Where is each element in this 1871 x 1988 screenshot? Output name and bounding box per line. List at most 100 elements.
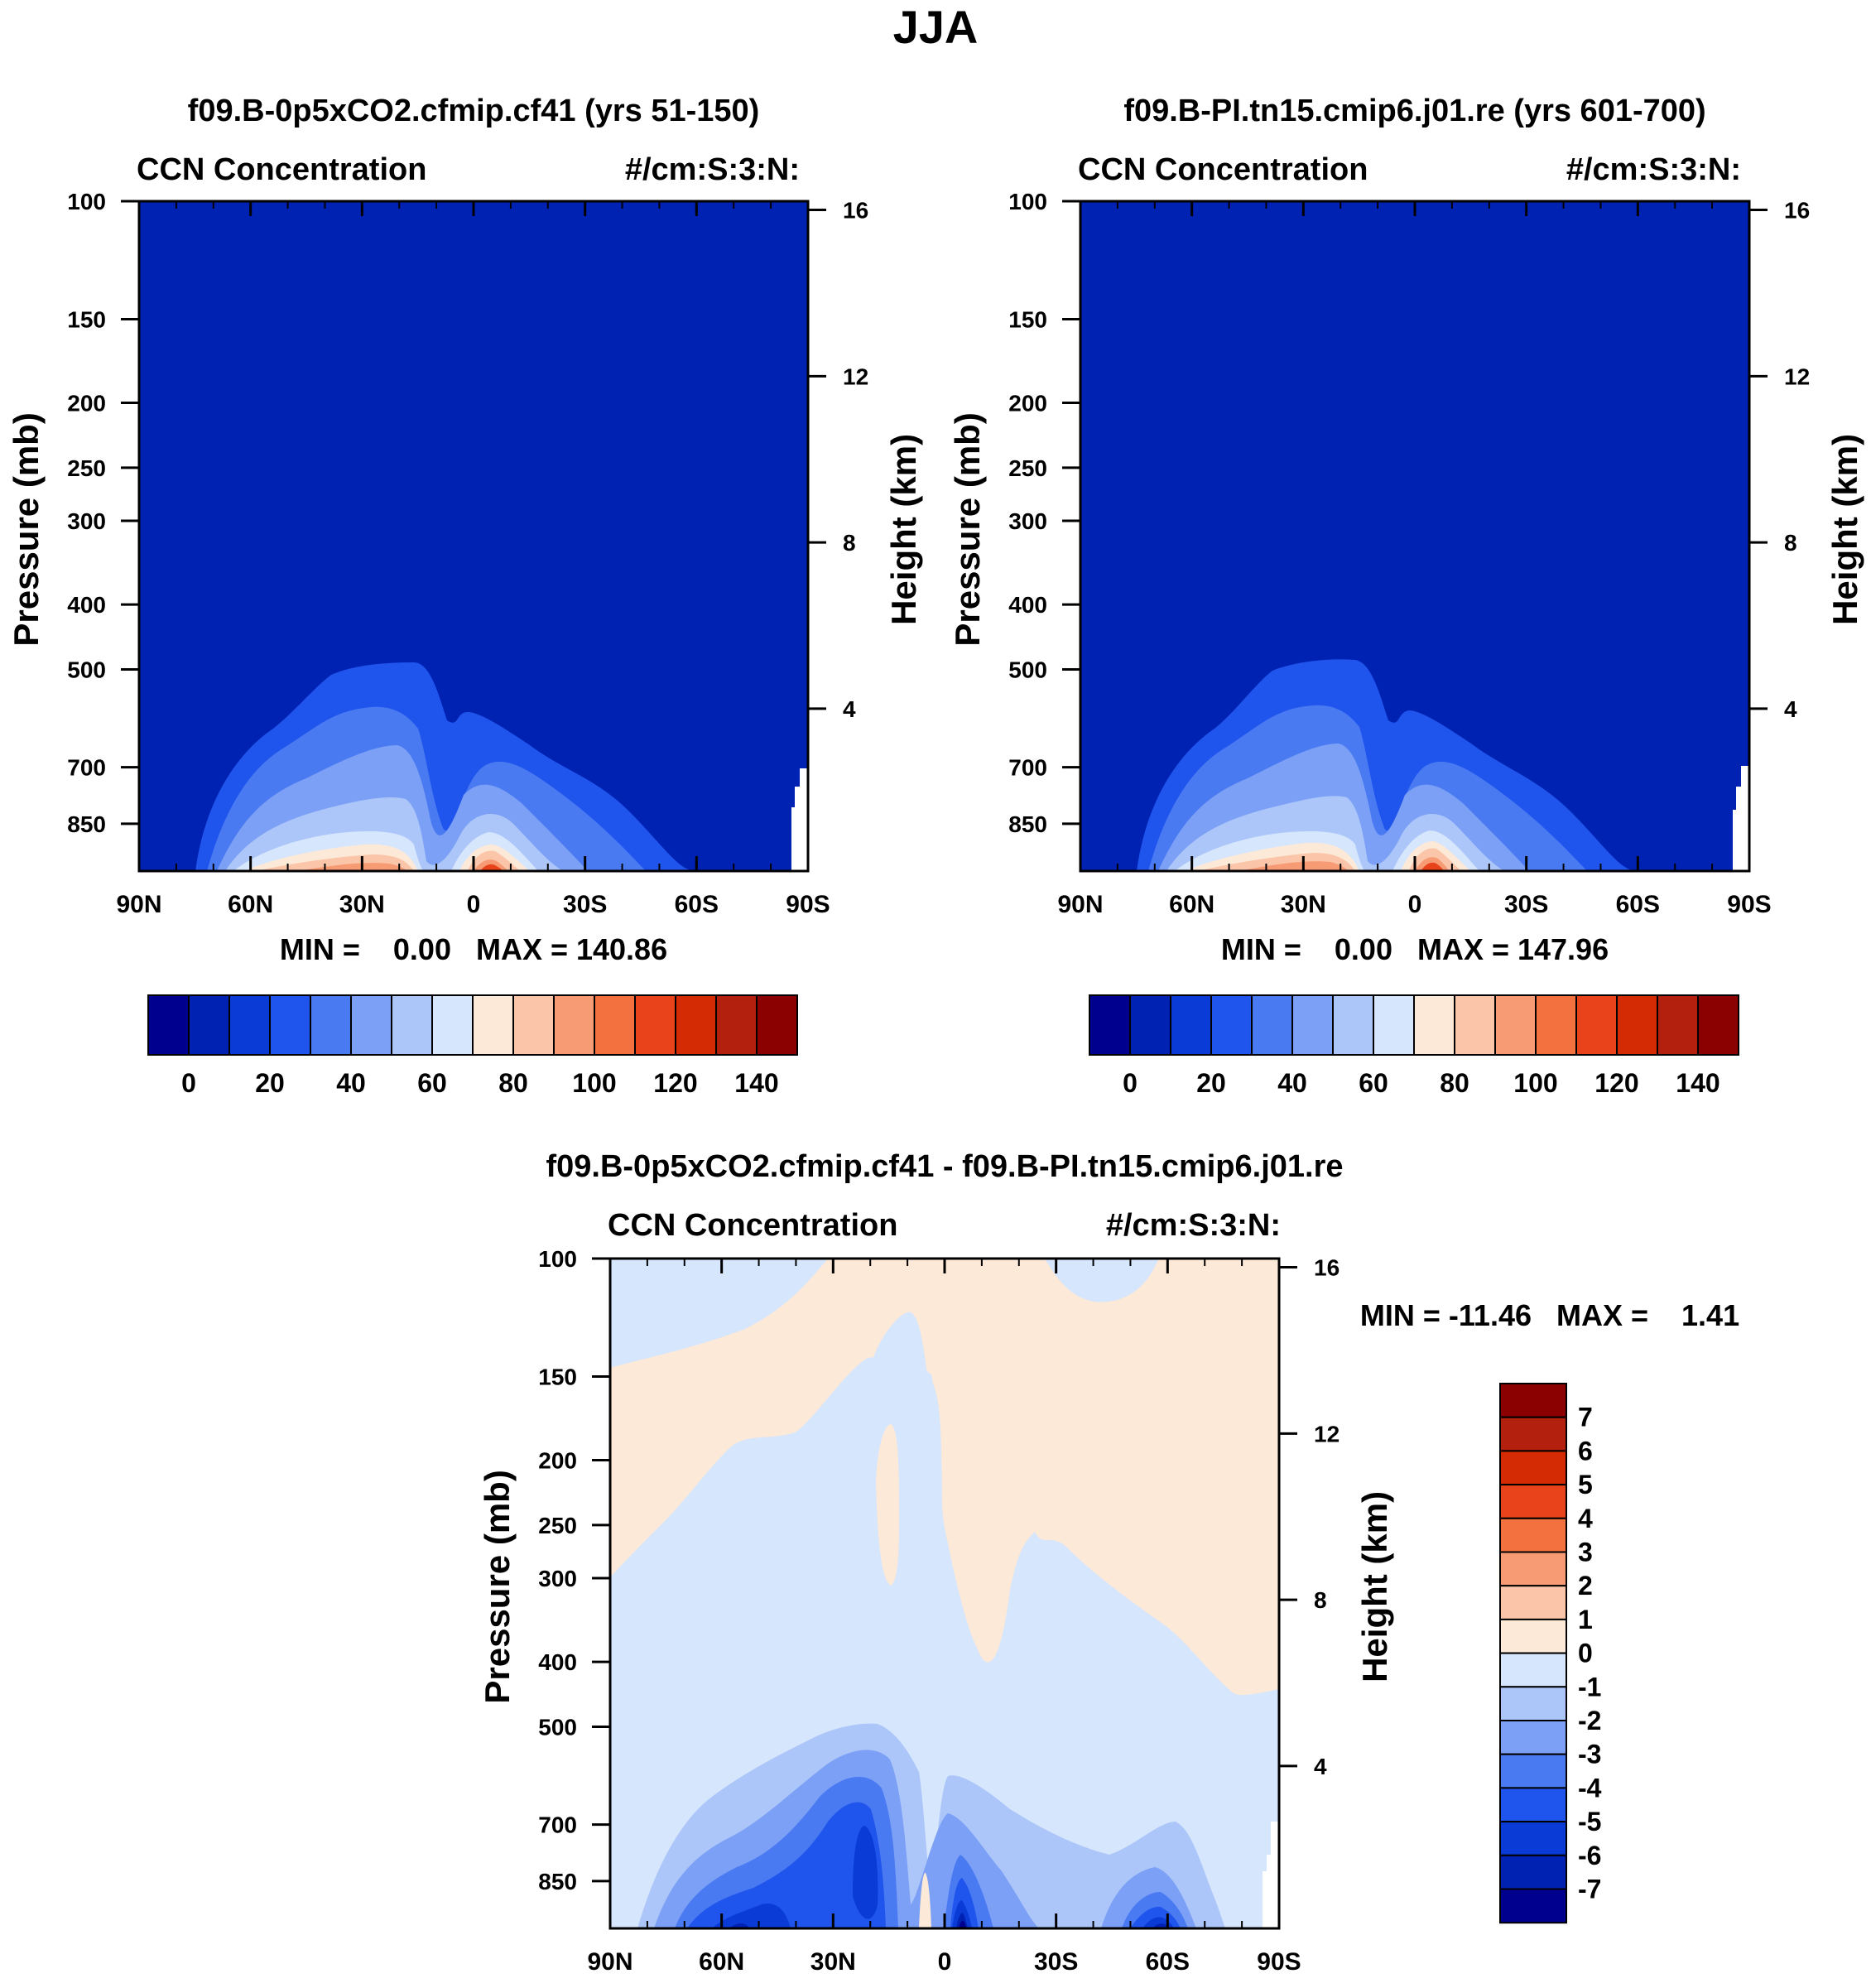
figure-title: JJA <box>893 1 979 53</box>
positive-strip-equator <box>919 1872 931 1928</box>
colorbar-swatch <box>1616 994 1658 1056</box>
colorbar-label: 5 <box>1578 1470 1593 1499</box>
y-tick-label: 500 <box>538 1714 577 1740</box>
colorbar-label: 7 <box>1578 1403 1593 1432</box>
contour-level-neg7 <box>959 1920 966 1928</box>
y-right-axis-title: Height (km) <box>1355 1491 1394 1682</box>
x-tick-label: 0 <box>467 891 481 918</box>
panel-a-title: f09.B-0p5xCO2.cfmip.cf41 (yrs 51-150) <box>188 94 760 128</box>
colorbar-swatch <box>1210 994 1253 1056</box>
colorbar-swatch <box>1499 1416 1567 1452</box>
colorbar-swatch <box>1697 994 1739 1056</box>
y-tick-label: 200 <box>538 1448 577 1474</box>
missing-data-region <box>791 768 808 871</box>
missing-data-region <box>1733 766 1749 871</box>
colorbar-swatch <box>1499 1686 1567 1722</box>
colorbar-label: 40 <box>336 1068 366 1098</box>
colorbar-label: 80 <box>498 1068 528 1098</box>
colorbar-label: -3 <box>1578 1740 1601 1769</box>
colorbar-label: -2 <box>1578 1706 1601 1735</box>
y-tick-label: 700 <box>538 1812 577 1838</box>
y-tick-label: 850 <box>1008 811 1047 837</box>
y-axis-title: Pressure (mb) <box>948 412 987 646</box>
x-tick-label: 0 <box>938 1948 952 1976</box>
y-tick-label: 100 <box>538 1246 577 1272</box>
panel-c-field <box>610 1259 1279 1928</box>
colorbar-swatch <box>1575 994 1618 1056</box>
y-tick-label: 150 <box>538 1364 577 1389</box>
colorbar-label: 60 <box>417 1068 447 1098</box>
colorbar-label: 140 <box>1676 1068 1719 1098</box>
x-tick-label: 60S <box>1146 1948 1190 1976</box>
colorbar-label: 40 <box>1277 1068 1307 1098</box>
x-tick-label: 30S <box>1034 1948 1078 1976</box>
y-right-tick-label: 4 <box>1314 1754 1327 1779</box>
y-tick-label: 700 <box>67 755 106 781</box>
colorbar-swatch <box>431 994 474 1056</box>
y-tick-label: 300 <box>538 1566 577 1591</box>
y-right-tick-label: 4 <box>843 696 856 722</box>
colorbar-label: -6 <box>1578 1841 1601 1870</box>
panel-b-colorbar: 0 20 40 60 80 100 120 140 <box>1089 994 1739 1098</box>
panel-difference: f09.B-0p5xCO2.cfmip.cf41 - f09.B-PI.tn15… <box>478 1149 1739 1976</box>
colorbar-label: 20 <box>1196 1068 1226 1098</box>
x-tick-label: 90N <box>116 891 161 918</box>
y-right-tick-label: 12 <box>1784 363 1810 389</box>
colorbar-label: -4 <box>1578 1773 1602 1803</box>
colorbar-label: 6 <box>1578 1436 1593 1466</box>
colorbar-swatch <box>310 994 352 1056</box>
contour-level-neg4 <box>687 1802 1181 1928</box>
panel-a-colorbar: 0 20 40 60 80 100 120 140 <box>147 994 798 1098</box>
colorbar-swatch <box>1499 1618 1567 1654</box>
y-tick-label: 300 <box>67 508 106 534</box>
colorbar-swatch <box>1499 1517 1567 1553</box>
panel-model-a: f09.B-0p5xCO2.cfmip.cf41 (yrs 51-150) CC… <box>7 94 923 1098</box>
colorbar-swatch <box>1332 994 1374 1056</box>
colorbar-swatch <box>391 994 433 1056</box>
y-axis-title: Pressure (mb) <box>478 1470 517 1703</box>
colorbar-swatch <box>228 994 271 1056</box>
y-tick-label: 850 <box>67 811 106 837</box>
panel-a-field <box>139 201 808 871</box>
contour-level-120 <box>480 864 503 871</box>
colorbar-swatch <box>553 994 595 1056</box>
colorbar-swatch <box>1413 994 1455 1056</box>
x-tick-label: 60N <box>699 1948 744 1976</box>
contour-level-100 <box>1239 857 1450 871</box>
colorbar-swatch <box>1499 1888 1567 1924</box>
panel-a-units: #/cm:S:3:N: <box>625 152 800 187</box>
y-tick-label: 500 <box>1008 657 1047 682</box>
y-tick-label: 400 <box>67 592 106 618</box>
x-tick-label: 90S <box>786 891 830 918</box>
colorbar-swatch <box>512 994 555 1056</box>
colorbar-label: -7 <box>1578 1875 1601 1904</box>
y-right-tick-label: 12 <box>1314 1421 1340 1446</box>
y-right-tick-label: 8 <box>843 530 856 556</box>
y-tick-label: 200 <box>1008 391 1047 416</box>
x-tick-label: 30S <box>563 891 607 918</box>
colorbar-swatch <box>1499 1652 1567 1688</box>
y-right-axis-title: Height (km) <box>884 434 923 625</box>
y-tick-label: 100 <box>1008 189 1047 214</box>
panel-a-stats: MIN = 0.00 MAX = 140.86 <box>280 932 667 966</box>
y-right-tick-label: 16 <box>1314 1255 1340 1281</box>
colorbar-swatch <box>1499 1383 1567 1418</box>
positive-region-main <box>610 1259 1279 1696</box>
colorbar-label: 0 <box>1123 1068 1138 1098</box>
y-tick-label: 100 <box>67 189 106 214</box>
x-tick-label: 30S <box>1504 891 1548 918</box>
x-tick-label: 60S <box>675 891 719 918</box>
missing-data-region <box>1263 1822 1279 1928</box>
colorbar-swatch <box>1494 994 1537 1056</box>
colorbar-swatch <box>1499 1753 1567 1789</box>
panel-b-units: #/cm:S:3:N: <box>1566 152 1741 187</box>
colorbar-swatch <box>1089 994 1131 1056</box>
colorbar-swatch <box>1170 994 1212 1056</box>
colorbar-swatch <box>756 994 798 1056</box>
colorbar-label: 0 <box>1578 1639 1593 1668</box>
y-tick-label: 150 <box>67 306 106 332</box>
y-tick-label: 500 <box>67 657 106 682</box>
colorbar-swatch <box>350 994 392 1056</box>
colorbar-label: 4 <box>1578 1504 1593 1533</box>
